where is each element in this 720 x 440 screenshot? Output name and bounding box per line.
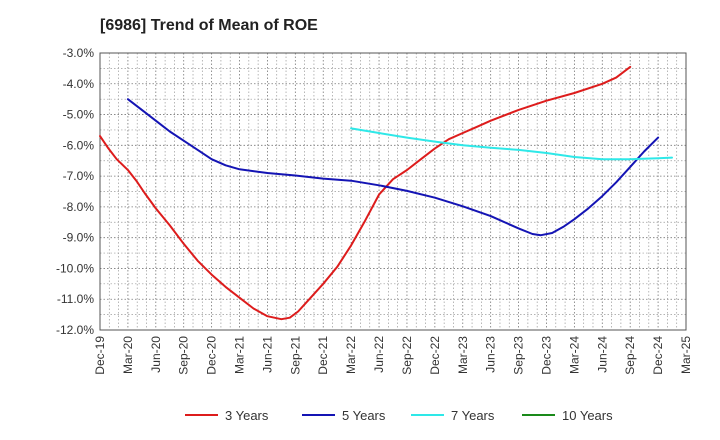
series-line-1 bbox=[99, 65, 632, 321]
series-line-2 bbox=[126, 98, 660, 237]
y-tick-label: -4.0% bbox=[63, 77, 95, 91]
x-tick-label: Sep-21 bbox=[288, 336, 302, 375]
x-tick-label: Mar-23 bbox=[456, 336, 470, 374]
y-tick-label: -12.0% bbox=[56, 323, 94, 337]
x-tick-label: Dec-23 bbox=[539, 336, 553, 375]
x-tick-label: Jun-20 bbox=[149, 336, 163, 373]
x-tick-label: Mar-21 bbox=[233, 336, 247, 374]
x-tick-label: Sep-22 bbox=[400, 336, 414, 375]
chart-title: [6986] Trend of Mean of ROE bbox=[100, 17, 318, 34]
x-tick-label: Mar-20 bbox=[121, 336, 135, 374]
x-tick-label: Jun-22 bbox=[372, 336, 386, 373]
y-tick-label: -9.0% bbox=[63, 231, 95, 245]
legend-label: 7 Years bbox=[451, 408, 495, 423]
series-line-3 bbox=[350, 127, 673, 161]
x-tick-label: Sep-24 bbox=[623, 336, 637, 375]
legend-label: 5 Years bbox=[342, 408, 386, 423]
plot-area bbox=[99, 52, 687, 331]
x-tick-label: Dec-22 bbox=[428, 336, 442, 375]
x-tick-label: Jun-23 bbox=[484, 336, 498, 373]
x-tick-label: Dec-24 bbox=[651, 336, 665, 375]
x-tick-label: Sep-20 bbox=[177, 336, 191, 375]
y-tick-label: -3.0% bbox=[63, 46, 95, 60]
y-tick-label: -8.0% bbox=[63, 200, 95, 214]
x-tick-label: Mar-25 bbox=[679, 336, 693, 374]
x-tick-label: Dec-21 bbox=[316, 336, 330, 375]
x-tick-label: Mar-24 bbox=[567, 336, 581, 374]
plot-border bbox=[99, 52, 687, 331]
x-tick-label: Jun-21 bbox=[260, 336, 274, 373]
plot-background bbox=[100, 53, 686, 330]
y-tick-label: -6.0% bbox=[63, 138, 95, 152]
x-tick-label: Mar-22 bbox=[344, 336, 358, 374]
y-tick-label: -5.0% bbox=[63, 108, 95, 122]
y-tick-label: -11.0% bbox=[57, 292, 94, 306]
x-tick-label: Dec-20 bbox=[205, 336, 219, 375]
series-lines bbox=[99, 65, 673, 321]
x-tick-label: Dec-19 bbox=[93, 336, 107, 375]
x-tick-label: Jun-24 bbox=[595, 336, 609, 373]
y-tick-label: -7.0% bbox=[63, 169, 95, 183]
y-tick-label: -10.0% bbox=[56, 261, 94, 275]
legend-label: 10 Years bbox=[562, 408, 613, 423]
legend-label: 3 Years bbox=[225, 408, 269, 423]
legend: 3 Years 5 Years 7 Years 10 Years bbox=[185, 408, 613, 423]
x-tick-label: Sep-23 bbox=[512, 336, 526, 375]
y-axis: -3.0% -4.0% -5.0% -6.0% -7.0% -8.0% -9.0% -10.0… bbox=[56, 46, 94, 337]
x-axis: Dec-19 Mar-20 Jun-20 Sep-20 Dec-20 Mar-21 Jun-… bbox=[93, 336, 693, 375]
